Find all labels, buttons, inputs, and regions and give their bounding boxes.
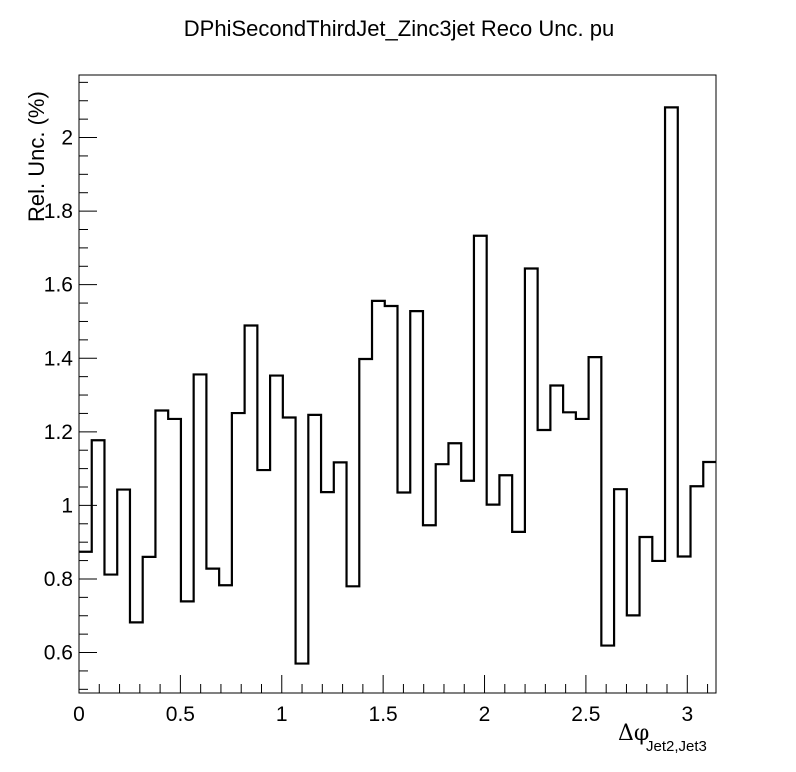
x-tick-label: 0 bbox=[73, 703, 85, 726]
y-tick-label: 1.4 bbox=[44, 347, 74, 370]
y-tick-label: 1.6 bbox=[44, 274, 73, 297]
y-tick-label: 1 bbox=[61, 494, 73, 517]
x-tick-label: 2.5 bbox=[571, 703, 600, 726]
plot-frame bbox=[78, 74, 717, 694]
x-tick-label: 1 bbox=[276, 703, 288, 726]
y-tick-label: 0.6 bbox=[44, 642, 73, 665]
x-tick-label: 2 bbox=[479, 703, 491, 726]
histogram-series-line bbox=[79, 106, 716, 665]
y-tick-label: 1.2 bbox=[44, 421, 73, 444]
x-tick-label: 0.5 bbox=[166, 703, 195, 726]
y-axis-label: Rel. Unc. (%) bbox=[24, 91, 49, 222]
x-axis-label-symbol: Δφ bbox=[618, 721, 649, 746]
y-tick-label: 2 bbox=[61, 127, 73, 150]
y-tick-label: 0.8 bbox=[44, 568, 73, 591]
x-tick-label: 3 bbox=[681, 703, 693, 726]
x-tick-label: 1.5 bbox=[369, 703, 398, 726]
x-axis-label-subscript: Jet2,Jet3 bbox=[646, 738, 707, 755]
y-tick-label: 1.8 bbox=[44, 200, 73, 223]
x-axis-label: Δφ Jet2,Jet3 bbox=[618, 721, 707, 755]
chart-title: DPhiSecondThirdJet_Zinc3jet Reco Unc. pu bbox=[184, 16, 614, 41]
plot-area: 0.6 0.8 1 1.2 1.4 1.6 1.8 2 0 0.5 1 1.5 2 2.5 3 bbox=[44, 74, 717, 726]
